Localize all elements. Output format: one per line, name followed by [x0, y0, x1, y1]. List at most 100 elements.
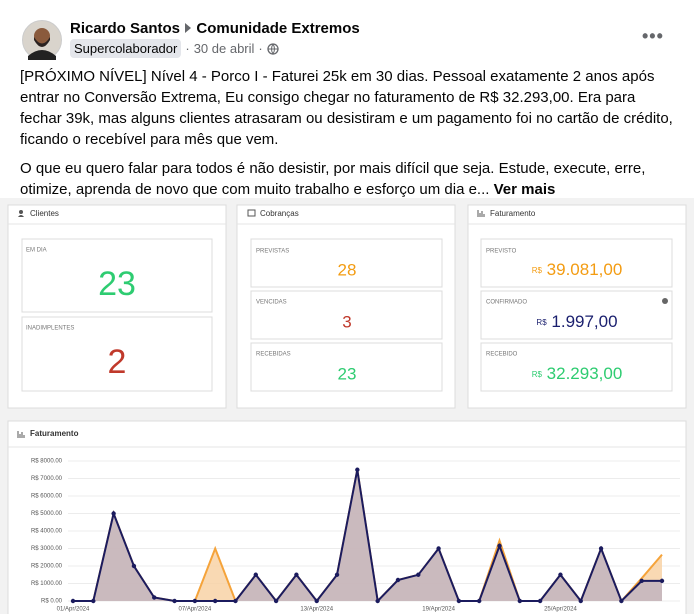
see-more[interactable]: Ver mais: [493, 181, 556, 198]
data-point: [598, 546, 604, 551]
data-point: [212, 598, 218, 604]
stat-value: R$ 1.997,00: [536, 312, 617, 331]
data-point: [334, 572, 340, 577]
stat-box: [21, 316, 213, 392]
stat-box: [250, 238, 443, 288]
stat-value: R$ 32.293,00: [532, 364, 623, 383]
data-point: [517, 598, 523, 604]
data-point: [477, 598, 482, 604]
amount: 1.997,00: [551, 312, 617, 331]
data-point: [639, 578, 644, 584]
user-icon: [18, 215, 24, 217]
data-point: [253, 572, 258, 577]
y-tick-label: R$ 4000.00: [31, 529, 63, 535]
data-point: [192, 598, 198, 604]
stat-label: PREVISTAS: [256, 249, 289, 255]
stat-value: 2: [108, 343, 127, 381]
data-point: [497, 543, 502, 549]
stat-box: [480, 238, 673, 288]
data-point: [152, 595, 157, 600]
stat-value: 3: [342, 312, 351, 331]
data-point: [111, 511, 116, 516]
stat-box: [250, 342, 443, 392]
data-point: [314, 598, 319, 604]
area-line: [73, 469, 662, 604]
y-tick-label: R$ 1000.00: [31, 581, 63, 587]
y-tick-label: R$ 2000.00: [31, 564, 63, 570]
separator: ·: [185, 41, 190, 56]
data-point: [70, 598, 76, 604]
more-options[interactable]: •••: [642, 26, 664, 46]
paragraph-text: O que eu quero falar para todos é não de…: [20, 160, 646, 198]
data-point: [436, 546, 441, 551]
post-text: [PRÓXIMO NÍVEL] Nível 4 - Porco I - Fatu…: [20, 66, 676, 208]
post-meta: Supercolaborador · 30 de abril ·: [70, 39, 279, 58]
user-icon: [19, 210, 23, 214]
currency: R$: [532, 266, 543, 275]
y-tick-label: R$ 6000.00: [31, 494, 63, 500]
stat-box: [21, 238, 213, 313]
data-point: [91, 598, 96, 604]
stat-value: 23: [338, 364, 357, 383]
y-tick-label: R$ 5000.00: [31, 511, 63, 517]
stat-value: 23: [98, 265, 136, 303]
author[interactable]: Ricardo Santos: [70, 20, 181, 37]
data-point: [395, 577, 401, 583]
stat-label: RECEBIDO: [486, 352, 518, 358]
panel-title: Cobranças: [260, 209, 299, 218]
data-point: [537, 598, 543, 604]
badge[interactable]: Supercolaborador: [70, 39, 182, 58]
stat-label: PREVISTO: [486, 249, 517, 255]
data-point: [233, 598, 238, 604]
data-point: [172, 598, 177, 604]
x-tick-label: 07/Apr/2024: [179, 607, 212, 613]
stat-label: VENCIDAS: [256, 300, 287, 306]
stat-box: [480, 342, 673, 392]
paragraph: O que eu quero falar para todos é não de…: [20, 158, 676, 200]
paragraph: [PRÓXIMO NÍVEL] Nível 4 - Porco I - Fatu…: [20, 68, 673, 148]
data-point: [375, 598, 380, 604]
amount: 39.081,00: [547, 260, 623, 279]
x-tick-label: 25/Apr/2024: [544, 607, 577, 613]
data-point: [578, 598, 583, 604]
separator: ·: [258, 41, 263, 56]
chart-title: Faturamento: [30, 429, 79, 438]
panel-title: Clientes: [30, 209, 59, 218]
avatar[interactable]: [22, 20, 62, 60]
data-point: [659, 578, 665, 584]
group[interactable]: Comunidade Extremos: [196, 20, 360, 37]
data-point: [619, 598, 624, 604]
currency: R$: [536, 318, 547, 327]
panel-title: Faturamento: [490, 209, 536, 218]
data-point: [355, 467, 360, 472]
data-point: [131, 563, 137, 569]
bar-icon: [477, 210, 485, 217]
stat-label: CONFIRMADO: [486, 300, 527, 306]
data-point: [416, 572, 421, 577]
y-tick-label: R$ 8000.00: [31, 459, 63, 465]
data-point: [456, 598, 462, 604]
stat-label: EM DIA: [26, 248, 47, 254]
y-tick-label: R$ 3000.00: [31, 546, 63, 552]
x-tick-label: 13/Apr/2024: [300, 607, 333, 613]
stat-box: [250, 290, 443, 340]
y-tick-label: R$ 7000.00: [31, 476, 63, 482]
stat-label: RECEBIDAS: [256, 352, 291, 358]
stat-label: INADIMPLENTES: [26, 326, 74, 332]
help-icon[interactable]: [662, 298, 668, 304]
amount: 32.293,00: [547, 364, 623, 383]
data-point: [273, 598, 279, 604]
bar-icon: [17, 431, 25, 438]
stat-value: R$ 39.081,00: [532, 260, 623, 279]
date[interactable]: 30 de abril: [193, 41, 255, 56]
stat-value: 28: [338, 260, 357, 279]
chart: R$ 0.00 R$ 1000.00 R$ 2000.00 R$ 3000.00 R$ …: [31, 459, 680, 613]
card-icon: [247, 209, 256, 217]
currency: R$: [532, 370, 543, 379]
x-tick-label: 19/Apr/2024: [422, 607, 455, 613]
data-point: [558, 572, 563, 577]
globe-icon: [267, 42, 279, 55]
arrow-icon: [185, 23, 192, 33]
